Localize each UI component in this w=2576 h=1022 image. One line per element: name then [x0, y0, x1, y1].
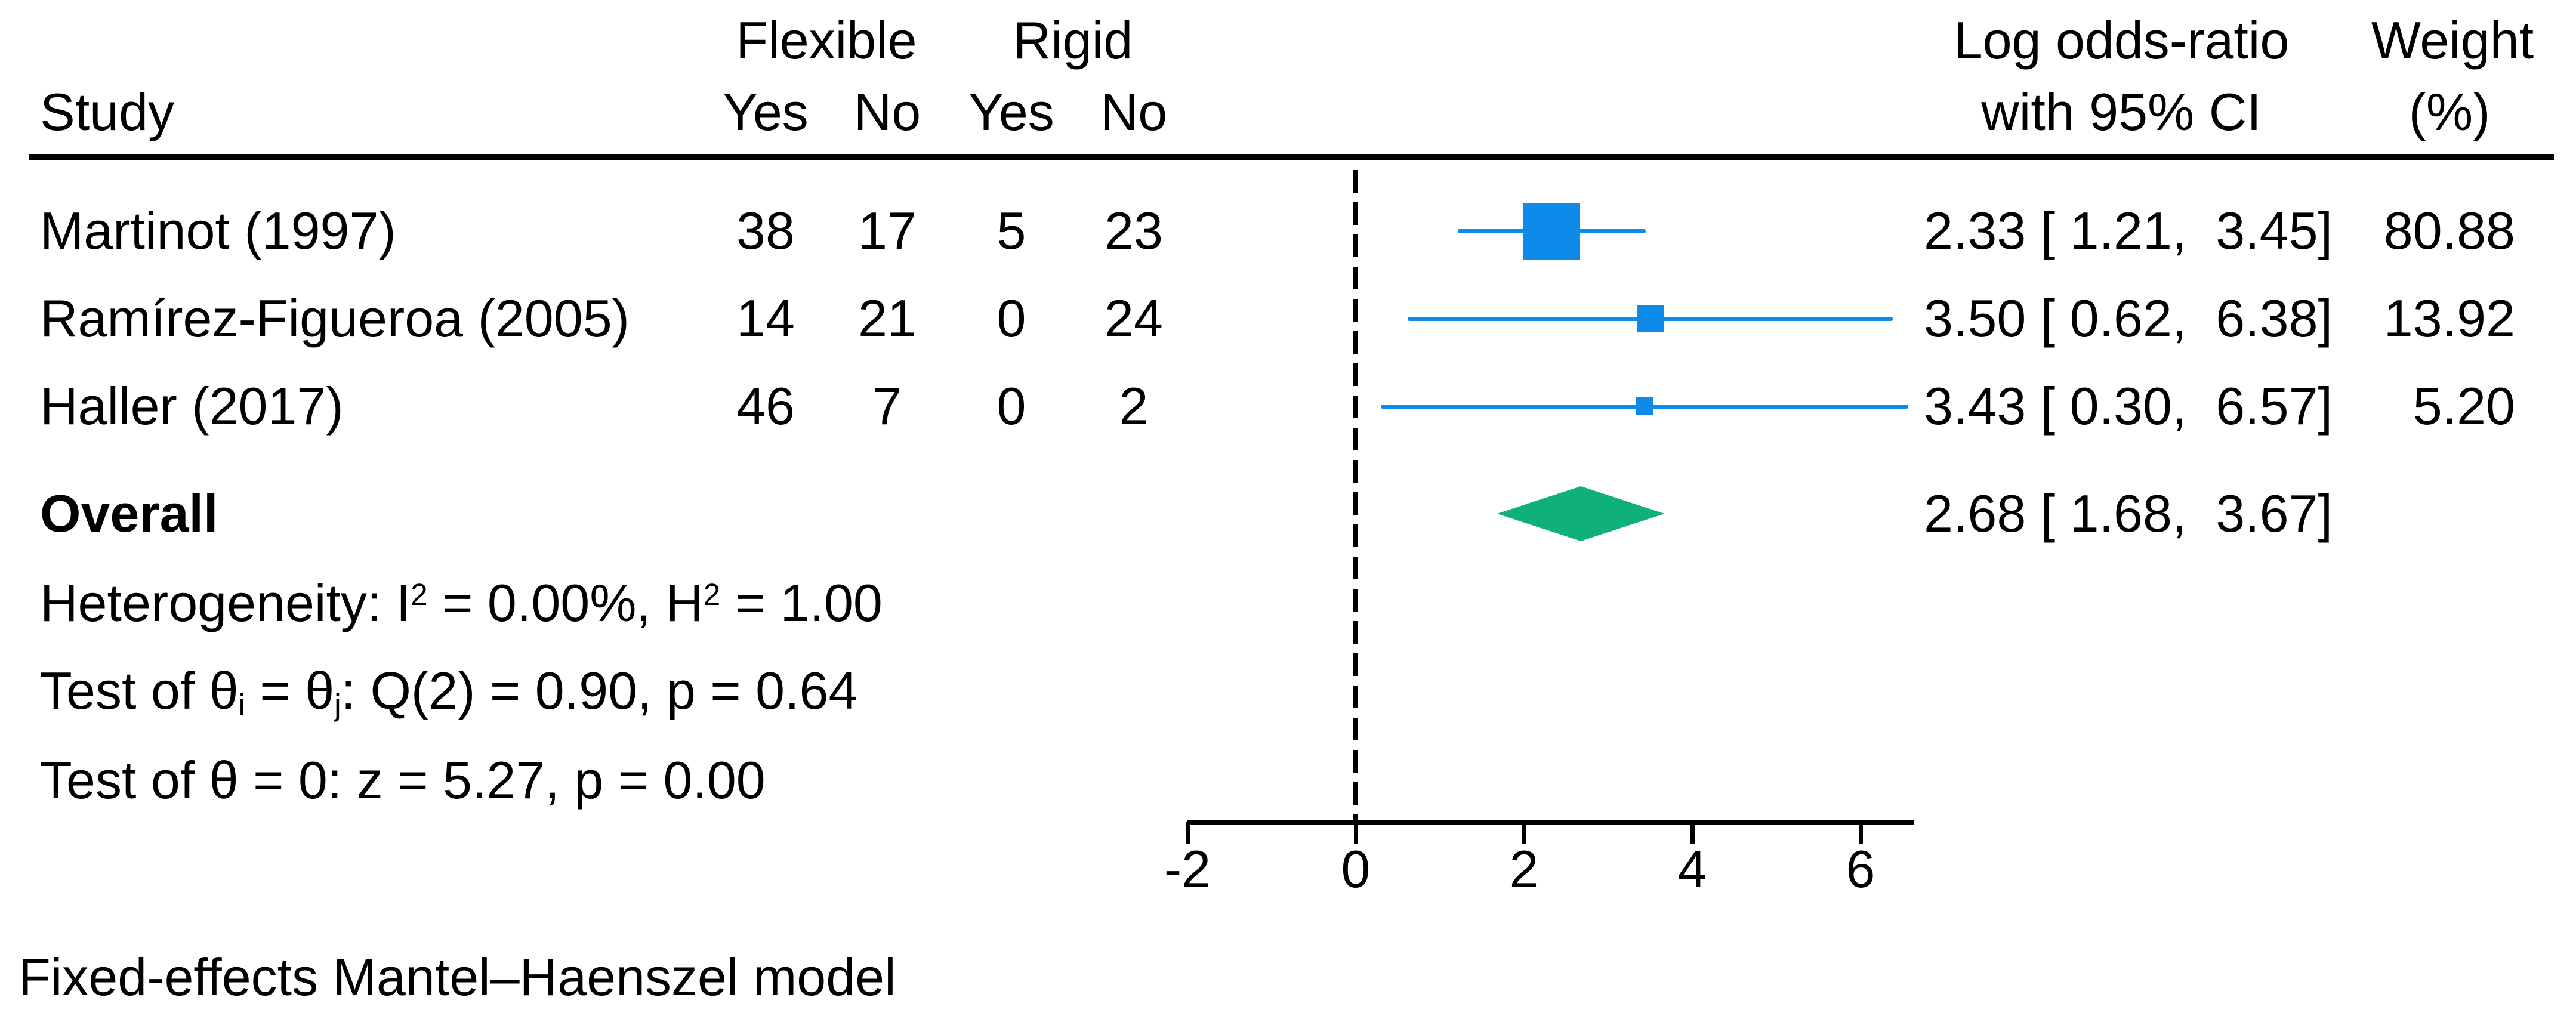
x-axis-line — [1187, 820, 1914, 825]
heterogeneity-line: Heterogeneity: I2 = 0.00%, H2 = 1.00 — [40, 577, 883, 629]
column-header-rigid: Rigid — [1013, 11, 1133, 70]
count-cell: 5 — [997, 201, 1026, 260]
column-header-effect-line2: with 95% CI — [1981, 82, 2262, 141]
i-squared-sup: 2 — [411, 578, 428, 612]
study-label: Haller (2017) — [40, 376, 344, 436]
x-axis-tick — [1859, 822, 1863, 844]
x-axis-tick — [1186, 822, 1190, 844]
overall-label: Overall — [40, 484, 218, 543]
weight-value: 13.92 — [2383, 289, 2515, 348]
count-column-header: Yes — [968, 82, 1054, 141]
x-axis-tick-label: 4 — [1677, 839, 1707, 899]
x-axis-tick — [1522, 822, 1526, 844]
model-note: Fixed-effects Mantel–Haenszel model — [18, 947, 896, 1006]
heterogeneity-text-3: = 1.00 — [720, 573, 883, 632]
count-cell: 23 — [1105, 201, 1163, 260]
count-cell: 0 — [997, 289, 1026, 348]
test1-text: Test of θ — [40, 661, 239, 720]
count-cell: 7 — [872, 376, 902, 436]
theta-j-sub: j — [334, 688, 341, 722]
estimate-square-marker — [1635, 397, 1653, 415]
ci-text: 2.33 [ 1.21, 3.45] — [1924, 201, 2333, 260]
count-cell: 2 — [1119, 376, 1149, 436]
estimate-square-marker — [1523, 202, 1581, 260]
column-header-weight-line2: (%) — [2408, 82, 2491, 141]
heterogeneity-text: Heterogeneity: I — [40, 573, 411, 632]
count-column-header: No — [853, 82, 921, 141]
theta-i-sub: i — [238, 688, 245, 722]
count-cell: 17 — [858, 201, 917, 260]
count-cell: 21 — [858, 289, 917, 348]
significance-test-line: Test of θ = 0: z = 5.27, p = 0.00 — [40, 751, 766, 810]
x-axis-tick-label: 2 — [1509, 839, 1539, 899]
header-rule — [29, 154, 2554, 160]
heterogeneity-text-2: = 0.00%, H — [427, 573, 704, 632]
count-cell: 24 — [1105, 289, 1163, 348]
estimate-square-marker — [1636, 305, 1664, 332]
x-axis-tick — [1690, 822, 1695, 844]
weight-value: 80.88 — [2383, 201, 2515, 260]
test1-text-3: : Q(2) = 0.90, p = 0.64 — [341, 661, 858, 720]
count-cell: 38 — [736, 201, 795, 260]
ci-text: 3.43 [ 0.30, 6.57] — [1924, 376, 2333, 436]
x-axis-tick-label: 6 — [1846, 839, 1875, 899]
count-cell: 0 — [997, 376, 1026, 436]
x-axis-tick-label: -2 — [1164, 839, 1211, 899]
test1-text-2: = θ — [245, 661, 335, 720]
count-column-header: Yes — [723, 82, 809, 141]
column-header-weight-line1: Weight — [2371, 11, 2534, 70]
column-header-flexible: Flexible — [736, 11, 917, 70]
count-column-header: No — [1100, 82, 1168, 141]
column-header-effect-line1: Log odds-ratio — [1953, 11, 2290, 70]
homogeneity-test-line: Test of θi = θj: Q(2) = 0.90, p = 0.64 — [40, 665, 857, 721]
ci-text: 3.50 [ 0.62, 6.38] — [1924, 289, 2333, 348]
study-label: Martinot (1997) — [40, 201, 396, 260]
h-squared-sup: 2 — [703, 578, 721, 612]
x-axis-tick — [1354, 822, 1358, 844]
overall-ci-text: 2.68 [ 1.68, 3.67] — [1924, 484, 2333, 543]
weight-value: 5.20 — [2413, 376, 2515, 436]
count-cell: 46 — [736, 376, 795, 436]
reference-line — [1353, 170, 1358, 822]
count-cell: 14 — [736, 289, 795, 348]
x-axis-tick-label: 0 — [1341, 839, 1371, 899]
study-label: Ramírez-Figueroa (2005) — [40, 289, 630, 348]
column-header-study: Study — [40, 82, 175, 141]
